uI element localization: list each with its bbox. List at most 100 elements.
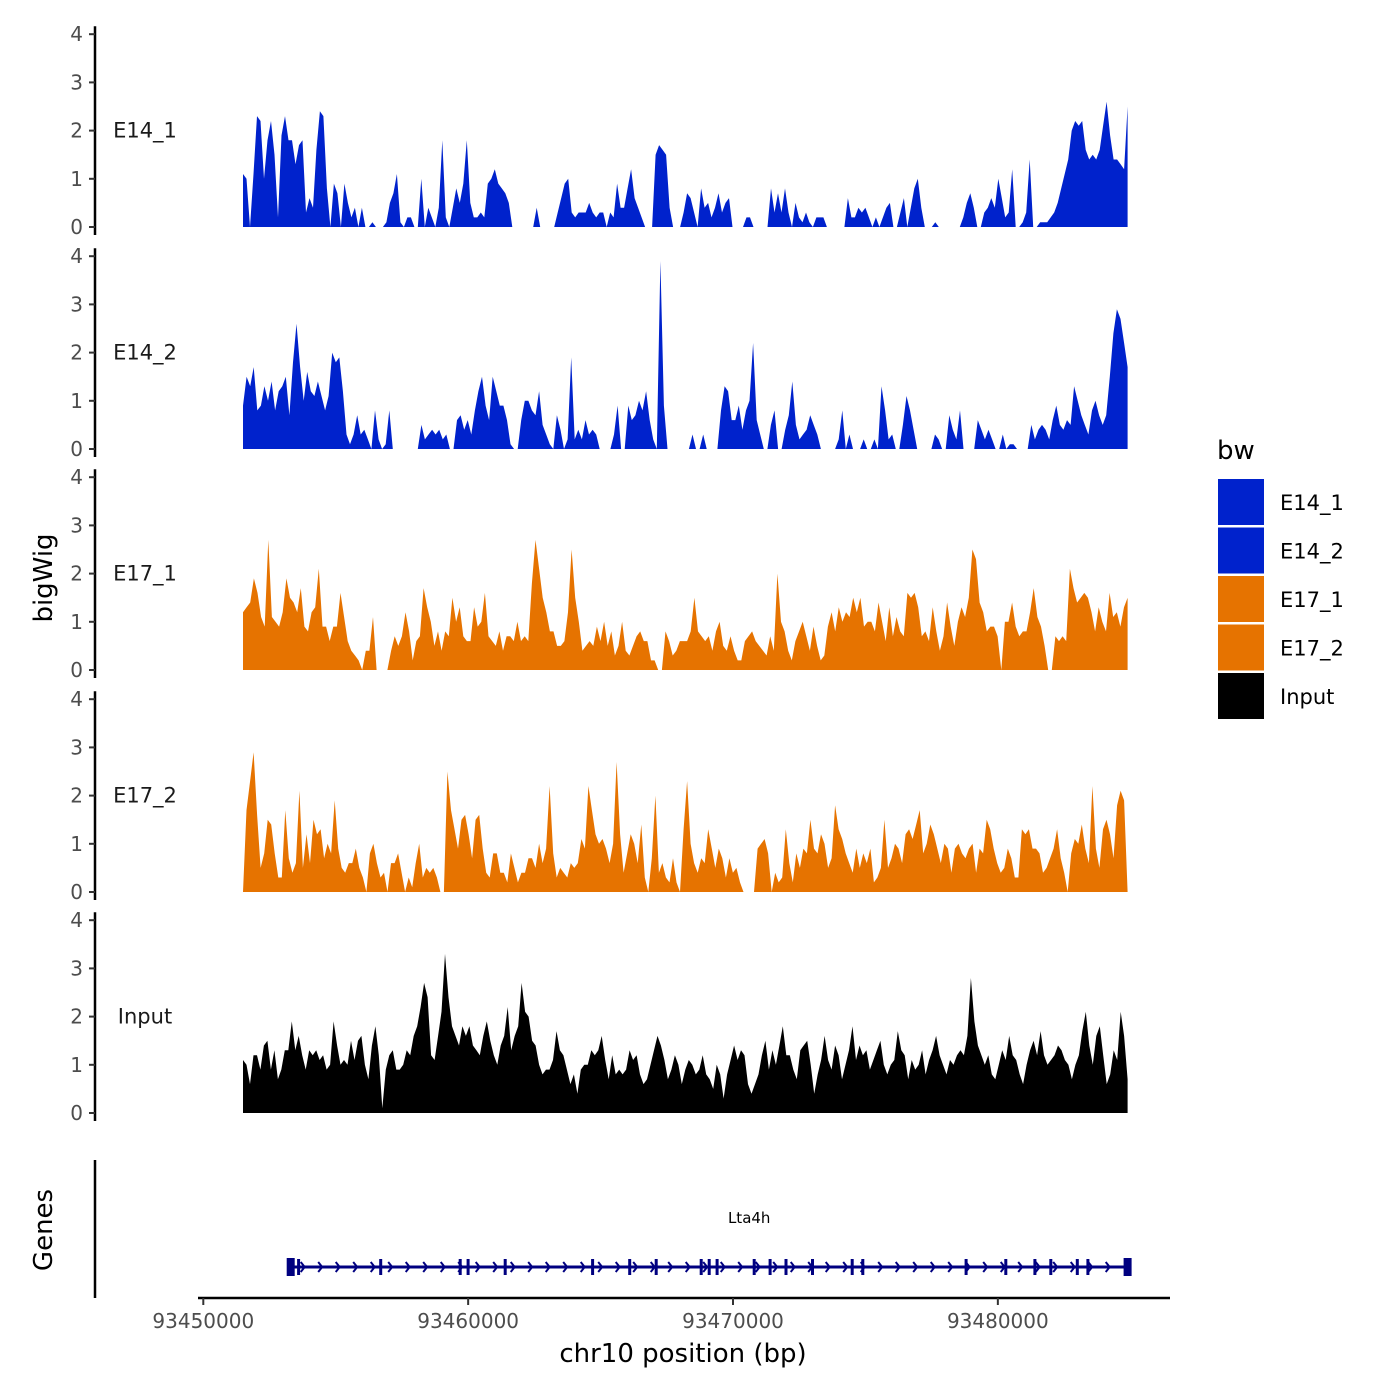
y-tick-label: 3 — [70, 956, 83, 980]
y-tick-label: 2 — [70, 1005, 83, 1029]
genes-panel-title: Genes — [29, 1189, 59, 1271]
strand-arrow — [579, 1261, 586, 1273]
y-tick-label: 2 — [70, 119, 83, 143]
legend-label-E17_1: E17_1 — [1280, 588, 1344, 613]
exon — [503, 1259, 507, 1275]
exon — [699, 1259, 703, 1275]
exon — [591, 1259, 595, 1275]
strand-arrow — [754, 1261, 761, 1273]
strand-arrow — [474, 1261, 481, 1273]
x-axis-title: chr10 position (bp) — [559, 1339, 806, 1369]
gene-name-label: Lta4h — [728, 1209, 770, 1227]
track-label-Input: Input — [118, 1005, 172, 1029]
exon — [1075, 1259, 1079, 1275]
strand-arrow — [894, 1261, 901, 1273]
strand-arrow — [544, 1261, 551, 1273]
exon — [861, 1259, 865, 1275]
exon — [458, 1259, 462, 1275]
exon — [379, 1259, 383, 1275]
strand-arrow — [1069, 1261, 1076, 1273]
y-axis-title: bigWig — [29, 533, 59, 622]
y-tick-label: 1 — [70, 1053, 83, 1077]
signal-area-E14_1 — [243, 101, 1128, 227]
strand-arrow — [317, 1261, 324, 1273]
strand-arrow — [509, 1261, 516, 1273]
track-label-E14_1: E14_1 — [113, 119, 177, 144]
y-tick-label: 0 — [70, 437, 83, 461]
legend-key-Input — [1218, 673, 1264, 719]
exon — [1004, 1259, 1008, 1275]
signal-area-Input — [243, 953, 1128, 1113]
y-tick-label: 0 — [70, 880, 83, 904]
legend-title: bw — [1217, 436, 1255, 466]
y-tick-label: 1 — [70, 832, 83, 856]
strand-arrow — [877, 1261, 884, 1273]
y-tick-label: 1 — [70, 389, 83, 413]
track-Input: 0 1 2 3 4 Input — [70, 908, 1128, 1125]
track-E17_1: 0 1 2 3 4 E17_1 — [70, 465, 1128, 682]
y-tick-label: 4 — [70, 687, 83, 711]
exon — [466, 1259, 470, 1275]
y-tick-label: 3 — [70, 735, 83, 759]
y-tick-label: 0 — [70, 215, 83, 239]
genes-panel: Lta4h — [93, 1160, 1132, 1298]
strand-arrow — [1104, 1261, 1111, 1273]
exon — [1086, 1259, 1090, 1275]
y-tick-label: 2 — [70, 562, 83, 586]
legend-label-E14_2: E14_2 — [1280, 540, 1344, 565]
track-E14_2: 0 1 2 3 4 E14_2 — [70, 244, 1128, 461]
strand-arrow — [737, 1261, 744, 1273]
track-label-E17_1: E17_1 — [113, 562, 177, 587]
exon — [1033, 1259, 1037, 1275]
strand-arrow — [404, 1261, 411, 1273]
exon — [964, 1259, 968, 1275]
strand-arrow — [369, 1261, 376, 1273]
y-tick-label: 3 — [70, 513, 83, 537]
exon — [850, 1259, 854, 1275]
strand-arrow — [912, 1261, 919, 1273]
y-tick-label: 3 — [70, 292, 83, 316]
y-tick-label: 4 — [70, 244, 83, 268]
exon — [286, 1258, 295, 1276]
strand-arrow — [772, 1261, 779, 1273]
strand-arrow — [422, 1261, 429, 1273]
strand-arrow — [667, 1261, 674, 1273]
track-label-E17_2: E17_2 — [113, 784, 177, 809]
strand-arrow — [597, 1261, 604, 1273]
y-tick-label: 1 — [70, 610, 83, 634]
strand-arrow — [387, 1261, 394, 1273]
strand-arrow — [982, 1261, 989, 1273]
strand-arrow — [719, 1261, 726, 1273]
strand-arrow — [947, 1261, 954, 1273]
legend-key-E17_2 — [1218, 624, 1264, 671]
strand-arrow — [1034, 1261, 1041, 1273]
exon — [752, 1259, 756, 1275]
strand-arrow — [1052, 1261, 1059, 1273]
x-tick-label: 93450000 — [152, 1309, 254, 1333]
strand-arrow — [684, 1261, 691, 1273]
legend-key-E17_1 — [1218, 576, 1264, 622]
y-tick-label: 1 — [70, 167, 83, 191]
signal-area-E17_2 — [243, 752, 1128, 892]
strand-arrow — [702, 1261, 709, 1273]
legend-key-E14_1 — [1218, 479, 1264, 525]
y-tick-label: 0 — [70, 1101, 83, 1125]
signal-area-E17_1 — [243, 539, 1128, 670]
y-tick-label: 4 — [70, 908, 83, 932]
strand-arrow — [334, 1261, 341, 1273]
strand-arrow — [824, 1261, 831, 1273]
exon — [715, 1259, 719, 1275]
legend-label-E14_1: E14_1 — [1280, 491, 1344, 516]
strand-arrow — [614, 1261, 621, 1273]
strand-arrow — [632, 1261, 639, 1273]
track-E14_1: 0 1 2 3 4 E14_1 — [70, 22, 1128, 239]
legend-key-E14_2 — [1218, 527, 1264, 574]
x-tick-label: 93460000 — [417, 1309, 519, 1333]
y-tick-label: 0 — [70, 658, 83, 682]
strand-arrow — [299, 1261, 306, 1273]
y-tick-label: 4 — [70, 465, 83, 489]
exon — [784, 1259, 788, 1275]
track-panels: 0 1 2 3 4 E14_1 0 1 2 3 4 E14_2 0 1 2 3 4 E17_1 0 1 2 3 4 E17_2… — [70, 22, 1128, 1125]
strand-arrow — [492, 1261, 499, 1273]
exon — [768, 1259, 772, 1275]
